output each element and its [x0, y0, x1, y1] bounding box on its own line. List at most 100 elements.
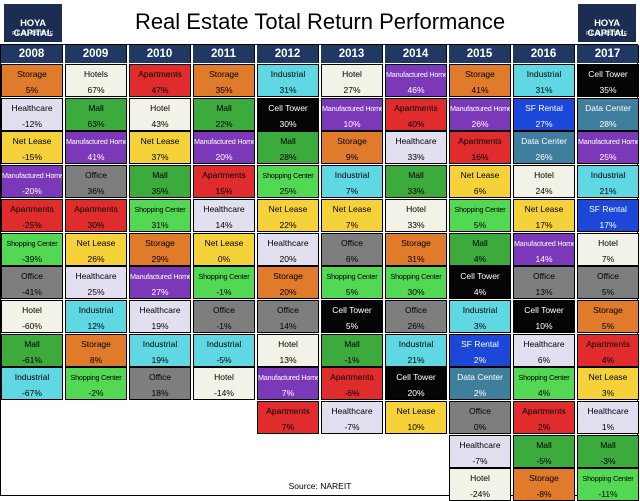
sector-label: Mall [216, 102, 232, 113]
year-header-2011: 2011 [193, 45, 255, 63]
return-value: -39% [22, 253, 42, 264]
cell-2015-shopping-center: Shopping Center 5% [449, 198, 511, 232]
return-value: -7% [344, 422, 360, 432]
sector-label: Cell Tower [268, 102, 308, 113]
sector-label: Hotel [534, 170, 554, 181]
sector-label: Shopping Center [518, 373, 570, 383]
return-value: 18% [151, 388, 169, 399]
sector-label: Net Lease [12, 136, 52, 147]
return-value: 31% [151, 219, 169, 230]
return-value: 7% [281, 422, 295, 432]
cell-2012-industrial: Industrial 31% [257, 64, 319, 97]
year-header-2015: 2015 [449, 45, 511, 63]
return-value: 13% [535, 287, 553, 298]
sector-label: Storage [81, 338, 111, 349]
sector-label: Data Center [585, 102, 631, 113]
cell-2013-office: Office 6% [321, 232, 383, 266]
sector-label: Office [148, 372, 172, 383]
return-value: 2% [473, 354, 487, 365]
return-value: 15% [215, 186, 233, 197]
return-value: 6% [473, 186, 487, 197]
return-value: 30% [407, 287, 425, 298]
sector-label: Mall [24, 338, 40, 349]
return-value: 25% [279, 186, 297, 197]
return-value: -5% [216, 354, 232, 365]
sector-label: Office [532, 271, 556, 282]
sector-label: Healthcare [459, 439, 501, 450]
sector-label: Healthcare [523, 338, 565, 349]
sector-label: Manufactured Home [578, 137, 639, 147]
sector-label: Apartments [74, 203, 118, 214]
return-value: 6% [345, 253, 359, 264]
return-value: 33% [407, 219, 425, 230]
cell-2010-apartments: Apartments 47% [129, 64, 191, 97]
sector-label: Healthcare [267, 237, 309, 248]
return-value: 6% [537, 354, 551, 365]
cell-2010-manufactured-home: Manufactured Home 27% [129, 266, 191, 300]
cell-2014-healthcare: Healthcare 33% [385, 131, 447, 165]
return-value: 22% [215, 118, 233, 129]
sector-label: Office [212, 304, 236, 315]
sector-label: Hotel [598, 237, 618, 248]
return-value: 0% [473, 422, 487, 432]
sector-label: Industrial [398, 338, 434, 349]
cell-2014-industrial: Industrial 21% [385, 333, 447, 367]
return-value: 10% [407, 422, 425, 432]
cell-2011-healthcare: Healthcare 14% [193, 198, 255, 232]
sector-label: Cell Tower [524, 304, 564, 315]
return-value: -5% [536, 455, 552, 466]
return-value: 5% [25, 85, 39, 95]
sector-label: Data Center [457, 372, 503, 383]
cell-2013-mall: Mall -1% [321, 333, 383, 367]
sector-label: Net Lease [460, 170, 500, 181]
sector-label: Manufactured Home [450, 103, 511, 113]
return-value: 40% [407, 118, 425, 129]
cell-2011-net-lease: Net Lease 0% [193, 232, 255, 266]
cell-2009-healthcare: Healthcare 25% [65, 266, 127, 300]
year-header-2016: 2016 [513, 45, 575, 63]
cell-2013-manufactured-home: Manufactured Home 10% [321, 97, 383, 131]
return-value: 24% [535, 186, 553, 197]
sector-label: Hotel [214, 372, 234, 383]
cell-2015-net-lease: Net Lease 6% [449, 165, 511, 199]
hoya-capital-logo-left: HOYA CAPITAL REAL ESTATE [4, 4, 62, 42]
sector-label: Hotels [83, 69, 109, 79]
sector-label: Shopping Center [454, 204, 506, 214]
return-value: -60% [22, 320, 42, 331]
cell-2010-storage: Storage 29% [129, 232, 191, 266]
cell-2009-office: Office 36% [65, 165, 127, 199]
cell-2009-industrial: Industrial 12% [65, 299, 127, 333]
cell-2014-hotel: Hotel 33% [385, 198, 447, 232]
cell-2017-sf-rental: SF Rental 17% [577, 198, 639, 232]
return-value: 35% [151, 186, 169, 197]
cell-2010-hotel: Hotel 43% [129, 97, 191, 131]
cell-2017-apartments: Apartments 4% [577, 333, 639, 367]
cell-2017-net-lease: Net Lease 3% [577, 367, 639, 401]
return-value: 31% [407, 253, 425, 264]
cell-2017-storage: Storage 5% [577, 299, 639, 333]
sector-label: Shopping Center [6, 238, 58, 248]
return-value: 33% [407, 152, 425, 163]
sector-label: Shopping Center [326, 272, 378, 282]
return-value: 4% [537, 388, 551, 399]
return-value: -24% [470, 489, 490, 500]
sector-label: Apartments [10, 203, 54, 214]
return-value: 28% [279, 152, 297, 163]
cell-2013-cell-tower: Cell Tower 5% [321, 299, 383, 333]
year-header-2013: 2013 [321, 45, 383, 63]
cell-2017-manufactured-home: Manufactured Home 25% [577, 131, 639, 165]
cell-2012-hotel: Hotel 13% [257, 333, 319, 367]
sector-label: Storage [529, 473, 559, 484]
return-value: 7% [601, 253, 615, 264]
sector-label: Storage [17, 69, 47, 79]
return-value: 19% [151, 354, 169, 365]
return-value: 26% [535, 152, 553, 163]
cell-2014-mall: Mall 33% [385, 165, 447, 199]
sector-label: Mall [280, 136, 296, 147]
return-value: -61% [22, 354, 42, 365]
cell-2011-manufactured-home: Manufactured Home 20% [193, 131, 255, 165]
cell-2009-shopping-center: Shopping Center -2% [65, 367, 127, 401]
return-value: 47% [151, 85, 169, 95]
cell-2009-mall: Mall 63% [65, 97, 127, 131]
logo-subtitle: REAL ESTATE [12, 31, 54, 37]
